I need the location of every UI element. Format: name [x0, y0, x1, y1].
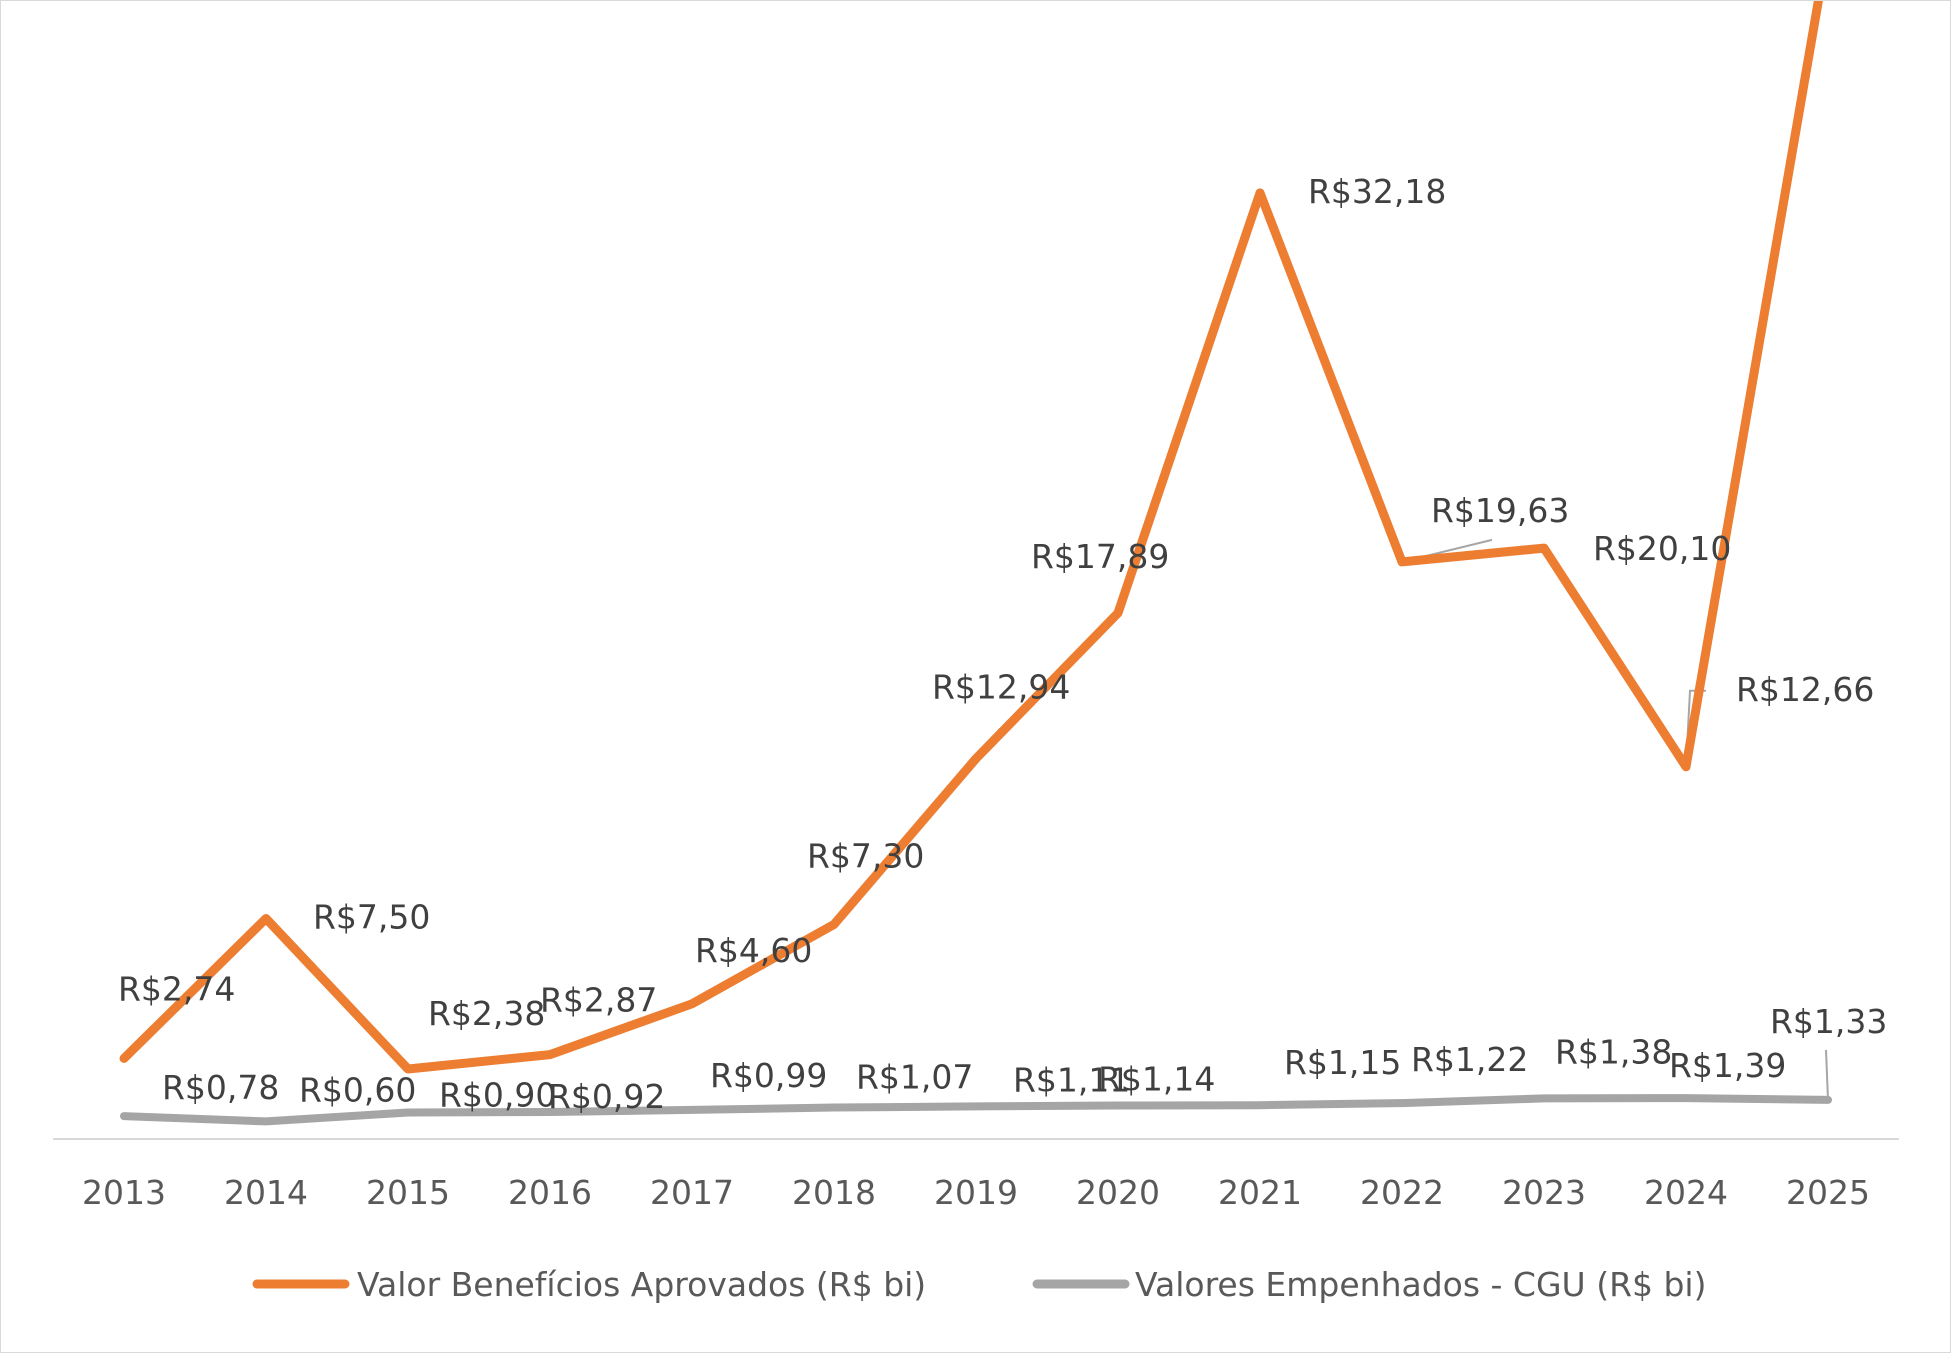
data-label-beneficios-2023: R$20,10	[1593, 529, 1731, 568]
data-label-empenhados-2024: R$1,39	[1669, 1046, 1786, 1085]
data-labels: R$2,74 R$7,50 R$2,38R$2,87 R$4,60 R$7,30 R$12…	[118, 172, 1887, 1116]
data-label-beneficios-2014: R$7,50	[313, 898, 430, 937]
legend: Valor Benefícios Aprovados (R$ bi) Valore…	[252, 1265, 1706, 1304]
legend-label: Valores Empenhados - CGU (R$ bi)	[1135, 1265, 1706, 1304]
x-tick-label-2014: 2014	[224, 1173, 308, 1212]
x-tick-label-2016: 2016	[508, 1173, 592, 1212]
series-line-beneficios-aprovados	[119, 1, 1823, 1074]
data-label-empenhados-2022: R$1,22	[1411, 1040, 1528, 1079]
data-label-beneficios-2022: R$19,63	[1431, 491, 1569, 530]
data-label-empenhados-2016: R$0,92	[548, 1077, 665, 1116]
data-label-empenhados-2019: R$1,11	[1013, 1060, 1130, 1099]
legend-label: Valor Benefícios Aprovados (R$ bi)	[357, 1265, 926, 1304]
data-label-beneficios-2018: R$7,30	[807, 836, 924, 875]
data-label-beneficios-2013: R$2,74	[118, 969, 235, 1008]
x-tick-label-2020: 2020	[1076, 1173, 1160, 1212]
x-axis-tick-labels: 2013 2014 2015 2016 2017 2018 2019 2020 2021 2022…	[82, 1173, 1870, 1212]
x-tick-label-2019: 2019	[934, 1173, 1018, 1212]
x-tick-label-2015: 2015	[366, 1173, 450, 1212]
data-label-empenhados-2023: R$1,38	[1555, 1032, 1672, 1071]
data-label-empenhados-2017: R$0,99	[710, 1056, 827, 1095]
data-label-empenhados-2014: R$0,60	[299, 1070, 416, 1109]
series-lines	[119, 1, 1832, 1126]
x-tick-label-2023: 2023	[1502, 1173, 1586, 1212]
leader-lines	[123, 538, 1829, 1100]
data-label-beneficios-2017: R$4,60	[695, 931, 812, 970]
x-tick-label-2018: 2018	[792, 1173, 876, 1212]
data-label-beneficios-2015: R$2,38	[428, 994, 545, 1033]
series-line-valores-empenhados	[120, 1094, 1832, 1126]
legend-item-valores-empenhados: Valores Empenhados - CGU (R$ bi)	[1032, 1265, 1706, 1304]
data-label-beneficios-2020: R$17,89	[1031, 537, 1169, 576]
data-label-empenhados-2021: R$1,15	[1284, 1043, 1401, 1082]
data-label-beneficios-2019: R$12,94	[932, 668, 1070, 707]
data-label-beneficios-2016: R$2,87	[540, 981, 657, 1020]
x-tick-label-2022: 2022	[1360, 1173, 1444, 1212]
x-tick-label-2013: 2013	[82, 1173, 166, 1212]
leader-line-2025	[1825, 1049, 1829, 1100]
x-tick-label-2021: 2021	[1218, 1173, 1302, 1212]
data-label-beneficios-2024: R$12,66	[1736, 670, 1874, 709]
data-label-empenhados-2025: R$1,33	[1770, 1002, 1887, 1041]
legend-item-beneficios-aprovados: Valor Benefícios Aprovados (R$ bi)	[252, 1265, 926, 1304]
data-label-empenhados-2018: R$1,07	[856, 1058, 973, 1097]
data-label-beneficios-2021: R$32,18	[1308, 172, 1446, 211]
data-label-empenhados-2013: R$0,78	[162, 1068, 279, 1107]
data-label-empenhados-2015: R$0,90	[439, 1076, 556, 1115]
x-tick-label-2025: 2025	[1786, 1173, 1870, 1212]
data-label-empenhados-2020: R$1,14	[1098, 1060, 1215, 1099]
x-tick-label-2024: 2024	[1644, 1173, 1728, 1212]
x-tick-label-2017: 2017	[650, 1173, 734, 1212]
